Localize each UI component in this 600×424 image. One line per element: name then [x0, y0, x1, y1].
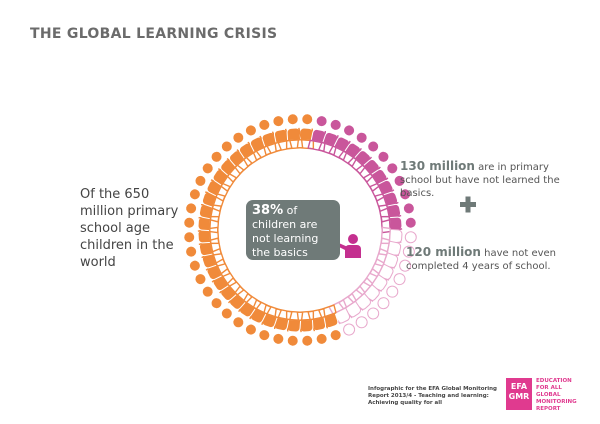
- head: [185, 245, 198, 258]
- head: [355, 316, 368, 329]
- head: [188, 188, 201, 201]
- head: [402, 245, 415, 258]
- head: [404, 216, 417, 229]
- logo-text: EDUCATION FOR ALL GLOBAL MONITORING REPO…: [536, 378, 577, 412]
- head: [377, 150, 390, 163]
- head: [194, 273, 207, 286]
- person-icon: [362, 267, 399, 298]
- head: [404, 231, 417, 244]
- intro-text: Of the 650 million primary school age ch…: [80, 187, 179, 270]
- speech-bubble: 38% of children are not learning the bas…: [246, 200, 340, 260]
- title: THE GLOBAL LEARNING CRISIS: [30, 26, 278, 42]
- head: [355, 131, 368, 144]
- teacher-icon: [333, 234, 361, 258]
- head: [183, 216, 196, 229]
- head: [402, 202, 415, 215]
- head: [210, 297, 223, 310]
- plus-sign: [460, 196, 476, 213]
- head: [301, 334, 314, 347]
- head: [244, 124, 257, 137]
- person-icon: [285, 113, 304, 150]
- head: [232, 131, 245, 144]
- head: [258, 329, 271, 342]
- highlight: 120 million: [406, 245, 481, 259]
- person-icon: [185, 202, 222, 223]
- head: [183, 231, 196, 244]
- head: [201, 285, 214, 298]
- head: [399, 259, 412, 272]
- person-icon: [183, 215, 220, 234]
- head: [399, 188, 412, 201]
- head: [343, 124, 356, 137]
- group-text: have not even completed 4 years of schoo…: [406, 248, 557, 272]
- bubble-text: of children are not learning the basics: [252, 204, 319, 259]
- head: [232, 316, 245, 329]
- highlight: 130 million: [400, 159, 475, 173]
- credit: Infographic for the EFA Global Monitorin…: [368, 386, 497, 406]
- head: [343, 323, 356, 336]
- head: [272, 115, 285, 128]
- group-note: 130 million are in primary school but ha…: [400, 160, 560, 200]
- group-note: 120 million have not even completed 4 ye…: [406, 246, 566, 273]
- person-icon: [244, 299, 272, 336]
- head: [377, 297, 390, 310]
- head: [220, 140, 233, 153]
- person-icon: [272, 308, 293, 345]
- head: [367, 140, 380, 153]
- head: [194, 174, 207, 187]
- head: [301, 113, 314, 126]
- head: [315, 115, 328, 128]
- head: [386, 162, 399, 175]
- highlight: 38%: [252, 203, 284, 218]
- head: [210, 150, 223, 163]
- head: [201, 162, 214, 175]
- logo: EFA GMR: [506, 378, 532, 410]
- head: [272, 332, 285, 345]
- desk: [285, 127, 304, 150]
- head: [258, 118, 271, 131]
- person-icon: [258, 304, 283, 342]
- person-icon: [194, 174, 231, 202]
- person-icon: [188, 188, 226, 213]
- head: [188, 259, 201, 272]
- head: [244, 323, 257, 336]
- head: [286, 334, 299, 347]
- group-text: are in primary school but have not learn…: [400, 162, 560, 199]
- head: [315, 332, 328, 345]
- person-icon: [328, 299, 356, 336]
- head: [329, 329, 342, 342]
- head: [367, 307, 380, 320]
- head: [393, 174, 406, 187]
- head: [329, 118, 342, 131]
- head: [286, 113, 299, 126]
- head: [386, 285, 399, 298]
- head: [393, 273, 406, 286]
- head: [220, 307, 233, 320]
- head: [185, 202, 198, 215]
